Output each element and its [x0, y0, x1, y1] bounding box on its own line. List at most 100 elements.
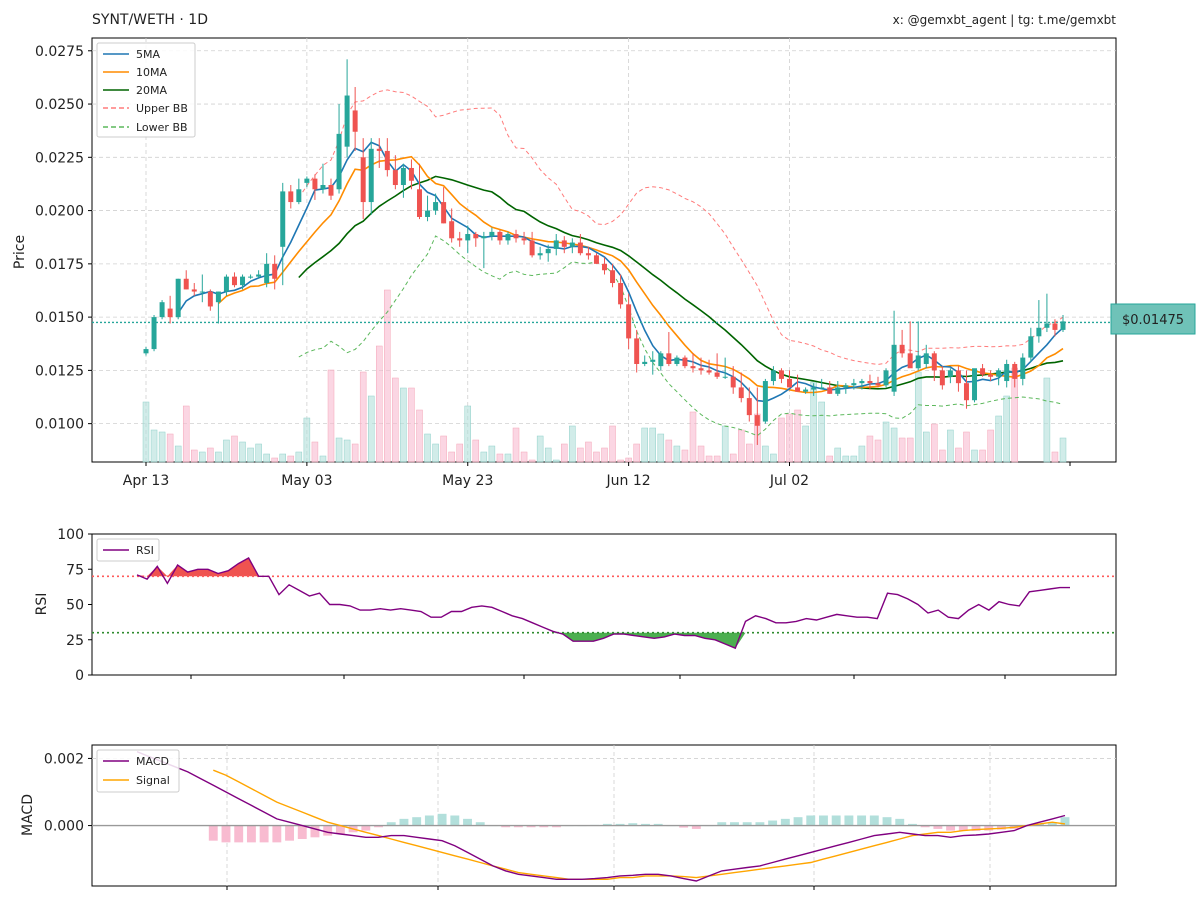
candle-body — [955, 370, 961, 384]
candle-body — [738, 387, 744, 399]
volume-bar — [898, 437, 906, 463]
macd-histogram-bar — [602, 823, 612, 826]
candle-body — [207, 291, 213, 307]
volume-bar — [400, 387, 407, 463]
candle-body — [248, 276, 254, 278]
volume-bar — [263, 453, 270, 463]
candle-body — [1060, 321, 1066, 330]
volume-bar — [585, 441, 592, 463]
volume-bar — [850, 455, 858, 463]
volume-bar — [464, 405, 471, 463]
volume-bar — [311, 441, 319, 463]
candle-body — [746, 398, 752, 416]
candle-body — [891, 344, 897, 392]
macd-histogram-bar — [208, 825, 218, 841]
candle-body — [819, 387, 825, 389]
macd-histogram-bar — [513, 825, 523, 828]
volume-bar — [882, 421, 890, 463]
macd-histogram-bar — [742, 822, 752, 826]
price-x-tick-label: Apr 13 — [123, 473, 169, 489]
price-panel: 0.0100 0.0125 0.0150 0.0175 0.0200 0.0225 0.02… — [12, 37, 1196, 489]
volume-bar — [223, 439, 230, 463]
macd-histogram-bar — [424, 815, 434, 826]
rsi-legend: RSI — [96, 538, 160, 562]
legend-label-rsi: RSI — [136, 544, 154, 557]
volume-bar — [923, 431, 930, 463]
macd-histogram-bar — [526, 825, 536, 828]
volume-bar — [786, 413, 793, 463]
candle-body — [706, 370, 712, 373]
candle-body — [642, 361, 648, 364]
candle-body — [408, 167, 414, 181]
rsi-line — [136, 557, 1070, 650]
macd-panel-frame — [91, 744, 1117, 887]
macd-legend: MACD Signal — [96, 749, 180, 793]
candle-body — [867, 381, 873, 384]
macd-panel: 0.000 0.002 MACD MACD Signal — [20, 744, 1117, 890]
candle-body — [256, 274, 262, 277]
volume-bar — [633, 443, 640, 463]
volume-bar — [166, 433, 174, 463]
volume-bar — [150, 429, 158, 463]
candle-body — [441, 202, 447, 224]
macd-histogram-bar — [450, 815, 460, 826]
candle-body — [795, 387, 801, 392]
candle-body — [360, 157, 366, 203]
macd-y-ticks: 0.000 0.002 — [44, 751, 92, 835]
volume-bar — [641, 427, 648, 463]
legend-label-10ma: 10MA — [136, 66, 167, 79]
volume-bar — [617, 459, 624, 463]
candle-body — [400, 167, 406, 186]
candle-body — [980, 368, 986, 375]
candle-body — [730, 376, 736, 388]
volume-bar — [295, 451, 303, 463]
price-y-tick-label: 0.0175 — [35, 257, 84, 273]
price-x-ticks: Apr 13 May 03 May 23 Jun 12 Jul 02 — [123, 462, 1071, 489]
macd-histogram-bar — [908, 823, 917, 826]
price-y-tick-label: 0.0150 — [35, 310, 84, 326]
volume-bar — [818, 401, 825, 463]
macd-axis-label: MACD — [20, 794, 36, 836]
current-price-box — [1110, 303, 1196, 335]
volume-bar — [392, 377, 399, 463]
volume-bar — [199, 451, 206, 463]
macd-histogram-bar — [844, 815, 854, 826]
volume-bar — [367, 395, 375, 463]
price-y-tick-label: 0.0200 — [35, 204, 84, 220]
volume-bar — [255, 443, 262, 463]
candle-body — [215, 291, 221, 303]
candle-body — [296, 189, 302, 203]
candle-body — [368, 148, 374, 203]
candle-body — [770, 370, 776, 382]
volume-bar — [681, 449, 689, 463]
volume-bar — [931, 423, 938, 463]
macd-histogram-bar — [374, 825, 383, 828]
candle-body — [1004, 363, 1010, 382]
volume-bar — [142, 401, 150, 463]
candles — [143, 59, 1066, 445]
candle-body — [159, 302, 165, 318]
chart-title: SYNT/WETH · 1D — [92, 12, 208, 28]
candle-body — [923, 353, 929, 364]
price-y-tick-label: 0.0100 — [35, 417, 84, 433]
candle-body — [191, 289, 197, 292]
macd-histogram-bar — [691, 825, 701, 829]
volume-bar — [448, 451, 455, 463]
volume-bar — [947, 429, 954, 463]
candle-body — [626, 304, 632, 339]
price-x-tick-label: May 03 — [281, 473, 332, 489]
macd-line — [136, 751, 1066, 882]
volume-bar — [890, 427, 898, 463]
price-y-tick-label: 0.0125 — [35, 363, 84, 379]
volume-bar — [834, 447, 842, 463]
candle-body — [1020, 357, 1026, 379]
candle-body — [416, 189, 422, 217]
macd-histogram-bar — [361, 825, 371, 831]
macd-histogram-bar — [996, 825, 1006, 830]
volume-bar — [335, 437, 343, 463]
volume-bar — [376, 345, 383, 463]
candle-body — [1012, 363, 1018, 379]
rsi-content — [92, 557, 1116, 650]
volume-bar — [810, 381, 817, 463]
